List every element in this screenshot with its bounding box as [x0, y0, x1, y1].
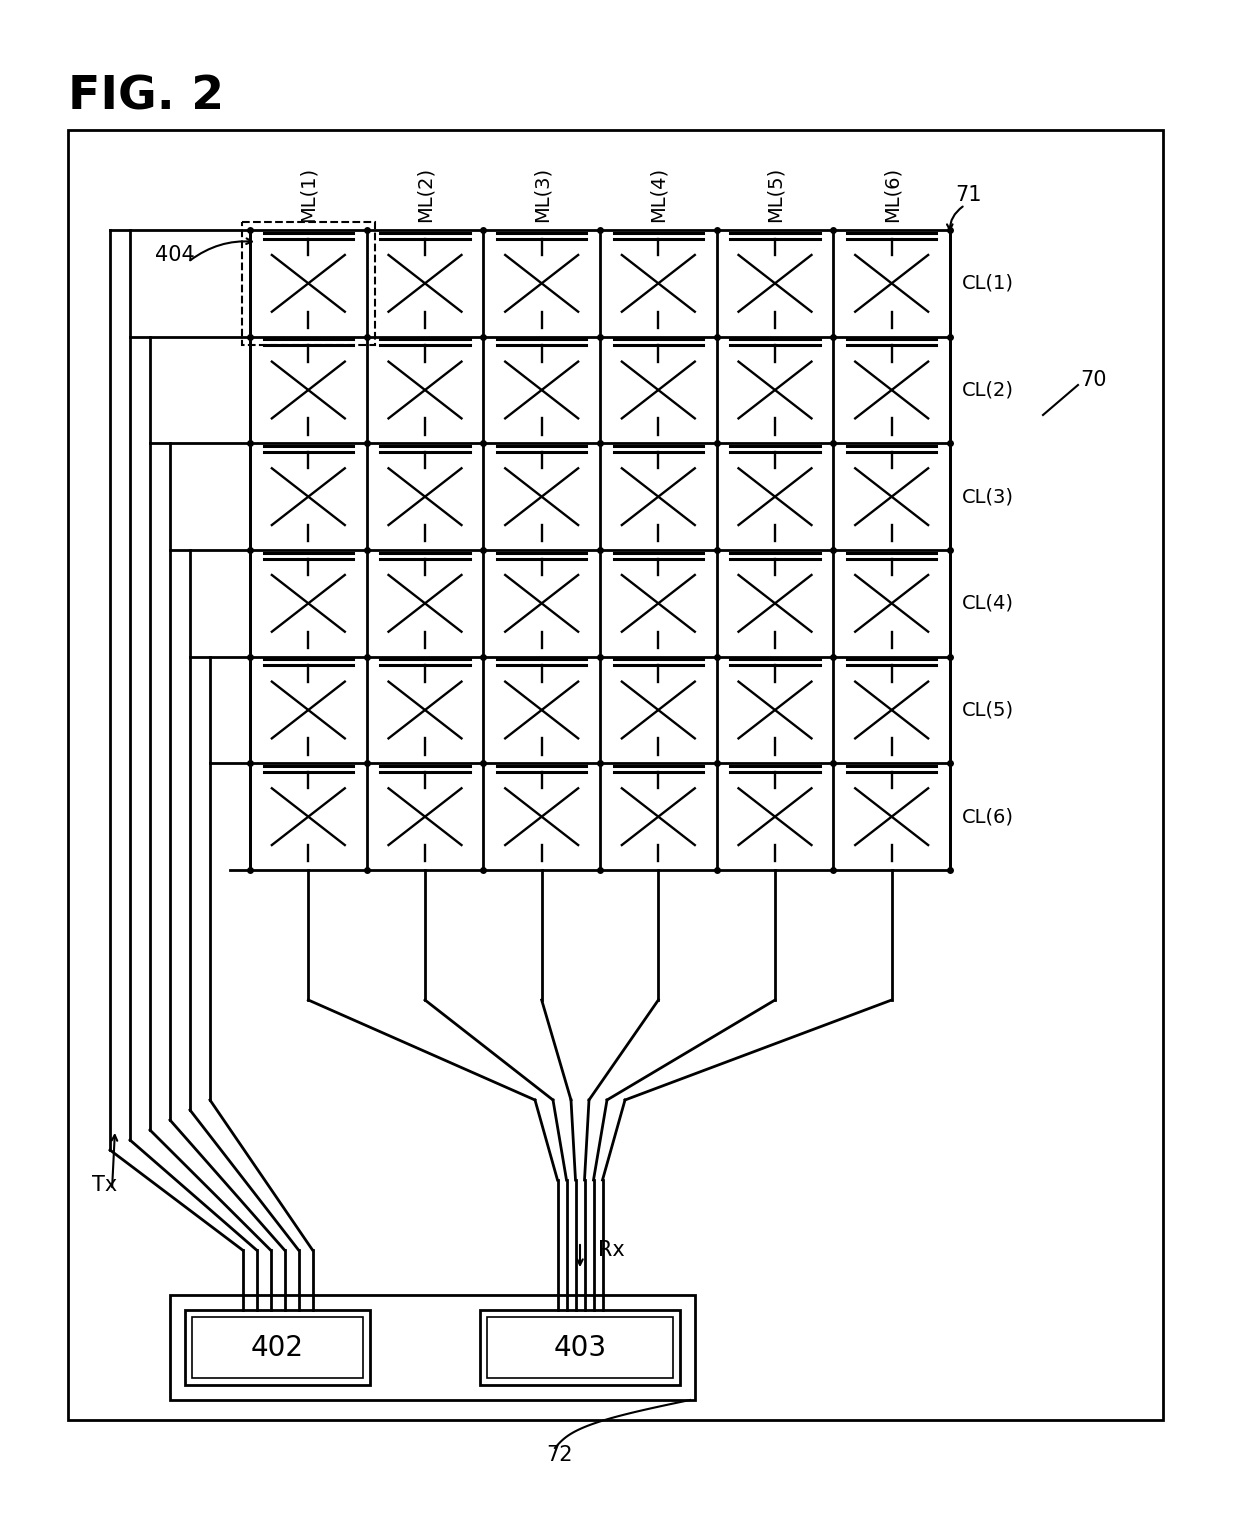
Text: ML(1): ML(1)	[299, 167, 317, 223]
Text: CL(4): CL(4)	[962, 594, 1014, 614]
Text: Tx: Tx	[92, 1176, 118, 1195]
Text: 71: 71	[955, 185, 982, 205]
Bar	[185, 1310, 370, 1385]
Bar	[68, 130, 1163, 1420]
Text: FIG. 2: FIG. 2	[68, 76, 224, 120]
Text: ML(2): ML(2)	[415, 167, 434, 223]
Text: ML(4): ML(4)	[649, 167, 668, 223]
Bar	[192, 1317, 363, 1379]
Bar	[170, 1295, 694, 1400]
Text: CL(1): CL(1)	[962, 274, 1014, 292]
Bar	[480, 1310, 680, 1385]
Text: ML(5): ML(5)	[765, 167, 785, 223]
Text: CL(3): CL(3)	[962, 488, 1014, 506]
Text: 70: 70	[1080, 370, 1106, 389]
Text: 403: 403	[553, 1333, 606, 1362]
Text: CL(2): CL(2)	[962, 380, 1014, 400]
Text: 404: 404	[155, 245, 195, 265]
Text: ML(3): ML(3)	[532, 167, 551, 223]
Bar	[487, 1317, 673, 1379]
Text: CL(6): CL(6)	[962, 807, 1014, 826]
Text: CL(5): CL(5)	[962, 700, 1014, 720]
Text: ML(6): ML(6)	[882, 167, 901, 223]
Bar	[242, 223, 374, 345]
Text: 402: 402	[250, 1333, 304, 1362]
Text: 72: 72	[547, 1445, 573, 1465]
Text: Rx: Rx	[598, 1239, 625, 1260]
